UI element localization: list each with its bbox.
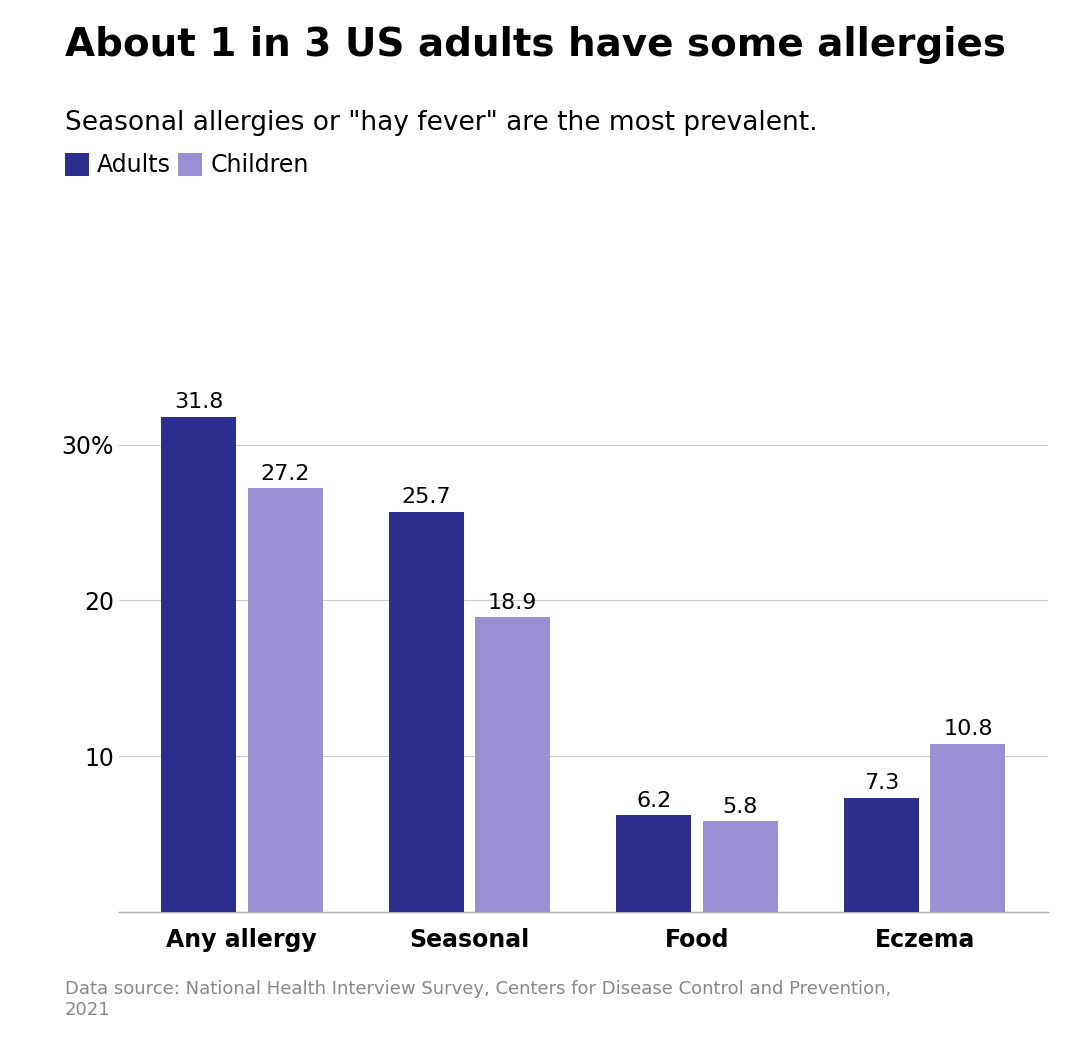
- Text: 7.3: 7.3: [864, 773, 899, 793]
- Text: Adults: Adults: [97, 153, 172, 176]
- Bar: [247, 488, 323, 912]
- Text: 10.8: 10.8: [943, 719, 993, 739]
- Bar: [843, 799, 919, 912]
- Text: Seasonal allergies or "hay fever" are the most prevalent.: Seasonal allergies or "hay fever" are th…: [65, 110, 818, 136]
- Bar: [703, 822, 778, 912]
- Text: 31.8: 31.8: [174, 392, 224, 412]
- Text: 18.9: 18.9: [488, 593, 538, 613]
- Bar: [389, 511, 463, 912]
- Text: Children: Children: [211, 153, 309, 176]
- Bar: [475, 617, 550, 912]
- Bar: [161, 417, 237, 912]
- Text: 5.8: 5.8: [723, 796, 758, 816]
- Text: 6.2: 6.2: [636, 790, 672, 810]
- Text: About 1 in 3 US adults have some allergies: About 1 in 3 US adults have some allergi…: [65, 26, 1005, 64]
- Bar: [617, 815, 691, 912]
- Bar: [930, 744, 1005, 912]
- Text: 25.7: 25.7: [402, 487, 451, 507]
- Text: 27.2: 27.2: [260, 463, 310, 483]
- Text: Data source: National Health Interview Survey, Centers for Disease Control and P: Data source: National Health Interview S…: [65, 980, 891, 1019]
